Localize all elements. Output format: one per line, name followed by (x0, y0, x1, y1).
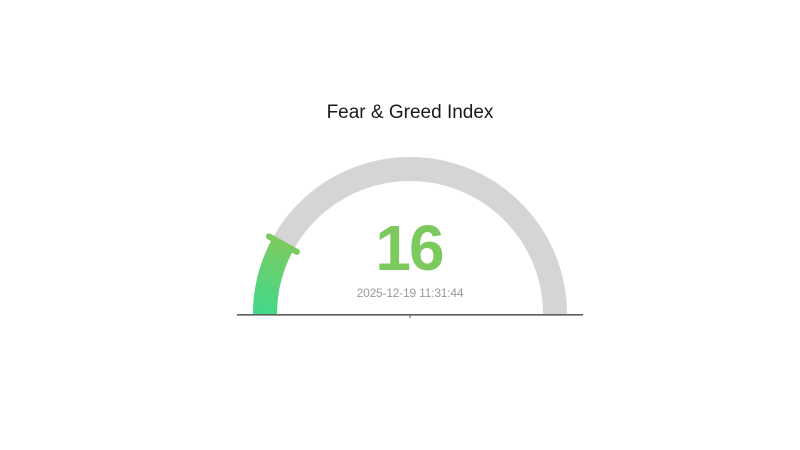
gauge-progress-marker-icon (265, 233, 300, 255)
chart-title: Fear & Greed Index (327, 102, 494, 123)
gauge-value: 16 (375, 212, 443, 284)
gauge-progress (253, 238, 294, 315)
gauge-timestamp: 2025-12-19 11:31:44 (357, 286, 464, 300)
